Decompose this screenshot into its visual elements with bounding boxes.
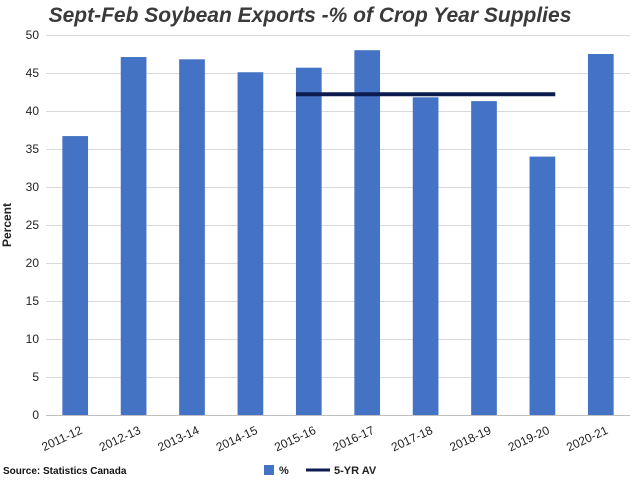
- x-axis-ticks: 2011-12 2012-13 2013-14 2014-15 2015-16 2016-…: [39, 423, 610, 454]
- bar-2011-12: [62, 136, 89, 415]
- x-tick-label: 2014-15: [214, 423, 260, 454]
- legend-swatch-bar: [264, 465, 274, 475]
- x-tick-label: 2015-16: [272, 423, 318, 454]
- x-tick-label: 2013-14: [155, 423, 201, 454]
- y-tick-label: 15: [26, 294, 40, 308]
- y-tick-label: 25: [26, 218, 40, 232]
- y-tick-label: 0: [32, 408, 39, 422]
- x-tick-label: 2016-17: [331, 423, 377, 454]
- legend-label-bar: %: [279, 465, 289, 477]
- y-tick-label: 35: [26, 142, 40, 156]
- y-tick-label: 40: [26, 104, 40, 118]
- x-tick-label: 2019-20: [506, 423, 552, 454]
- y-tick-label: 30: [26, 180, 40, 194]
- x-tick-label: 2011-12: [39, 423, 84, 454]
- y-tick-label: 10: [26, 332, 40, 346]
- y-tick-label: 5: [32, 370, 39, 384]
- legend: % 5-YR AV: [264, 465, 377, 477]
- x-tick-label: 2012-13: [97, 423, 143, 454]
- source-note: Source: Statistics Canada: [3, 466, 127, 477]
- y-tick-label: 45: [26, 66, 40, 80]
- bar-2013-14: [179, 59, 205, 415]
- bar-2018-19: [471, 101, 497, 416]
- y-tick-label: 20: [26, 256, 40, 270]
- bar-2012-13: [120, 57, 147, 415]
- y-tick-label: 50: [26, 28, 40, 42]
- x-tick-label: 2017-18: [389, 423, 435, 454]
- x-tick-label: 2018-19: [447, 423, 493, 454]
- bar-2014-15: [237, 72, 264, 416]
- x-tick-label: 2020-21: [564, 423, 610, 454]
- bar-2016-17: [354, 50, 381, 415]
- legend-label-line: 5-YR AV: [334, 465, 377, 477]
- bar-2020-21: [587, 54, 614, 415]
- y-axis-label: Percent: [0, 203, 14, 247]
- bar-2017-18: [412, 97, 439, 415]
- chart-title: Sept-Feb Soybean Exports -% of Crop Year…: [49, 4, 572, 27]
- bar-2015-16: [295, 67, 322, 416]
- y-axis-ticks: 0 5 10 15 20 25 30 35 40 45 50: [26, 28, 40, 422]
- bars: [62, 50, 614, 416]
- bar-2019-20: [529, 156, 556, 415]
